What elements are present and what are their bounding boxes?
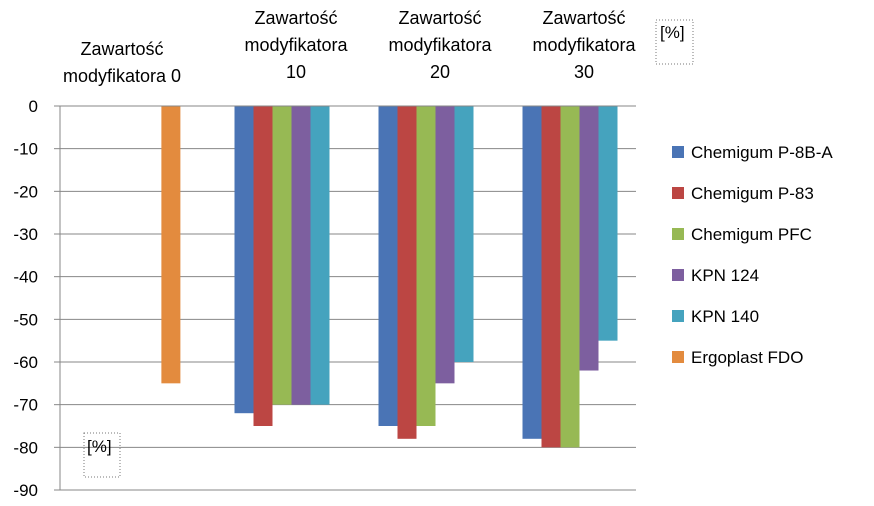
legend-swatch [672, 269, 684, 281]
bar [378, 106, 398, 426]
bar [560, 106, 580, 448]
legend-label: Chemigum P-8B-A [691, 143, 833, 162]
legend-label: KPN 124 [691, 266, 759, 285]
unit-label-bottom-text: [%] [87, 437, 112, 456]
category-label: Zawartość [254, 8, 337, 28]
y-tick-label: -30 [13, 225, 38, 244]
y-tick-label: -50 [13, 310, 38, 329]
bar [291, 106, 311, 405]
y-tick-label: -20 [13, 182, 38, 201]
bar [397, 106, 417, 439]
category-labels: Zawartość modyfikatora 0 Zawartość modyfika… [63, 8, 637, 86]
bar [416, 106, 436, 426]
y-tick-labels: 0 -10 -20 -30 -40 -50 -60 -70 -80 -90 [13, 97, 38, 500]
axes [59, 105, 636, 490]
y-tick-label: 0 [29, 97, 38, 116]
unit-label-bottom: [%] [83, 432, 121, 478]
legend-swatch [672, 187, 684, 199]
bars [161, 106, 618, 448]
legend-label: Chemigum PFC [691, 225, 812, 244]
y-tick-label: -60 [13, 353, 38, 372]
y-tick-label: -70 [13, 396, 38, 415]
legend-swatch [672, 351, 684, 363]
bar [435, 106, 455, 384]
legend-swatch [672, 310, 684, 322]
y-tick-label: -90 [13, 481, 38, 500]
legend-swatch [672, 228, 684, 240]
bar [598, 106, 618, 341]
unit-label-top-text: [%] [660, 23, 685, 42]
legend-swatch [672, 146, 684, 158]
y-tick-label: -80 [13, 438, 38, 457]
category-label: Zawartość [80, 39, 163, 59]
bar [272, 106, 292, 405]
bar [541, 106, 561, 448]
category-label: modyfikatora [388, 35, 492, 55]
category-label: 20 [430, 62, 450, 82]
category-label: 10 [286, 62, 306, 82]
bar [234, 106, 254, 414]
y-tick-label: -40 [13, 268, 38, 287]
bar [522, 106, 542, 439]
category-label: modyfikatora [244, 35, 348, 55]
bar [454, 106, 474, 362]
unit-label-top: [%] [655, 19, 694, 65]
category-label: Zawartość [542, 8, 625, 28]
y-tick-label: -10 [13, 140, 38, 159]
legend-label: KPN 140 [691, 307, 759, 326]
legend-label: Ergoplast FDO [691, 348, 803, 367]
legend: Chemigum P-8B-A Chemigum P-83 Chemigum PFC… [672, 143, 833, 367]
bar [253, 106, 273, 426]
category-label: modyfikatora [532, 35, 636, 55]
bar [310, 106, 330, 405]
category-label: Zawartość [398, 8, 481, 28]
bar [579, 106, 599, 371]
category-label: 30 [574, 62, 594, 82]
category-label: modyfikatora 0 [63, 66, 181, 86]
legend-label: Chemigum P-83 [691, 184, 814, 203]
bar [161, 106, 181, 384]
